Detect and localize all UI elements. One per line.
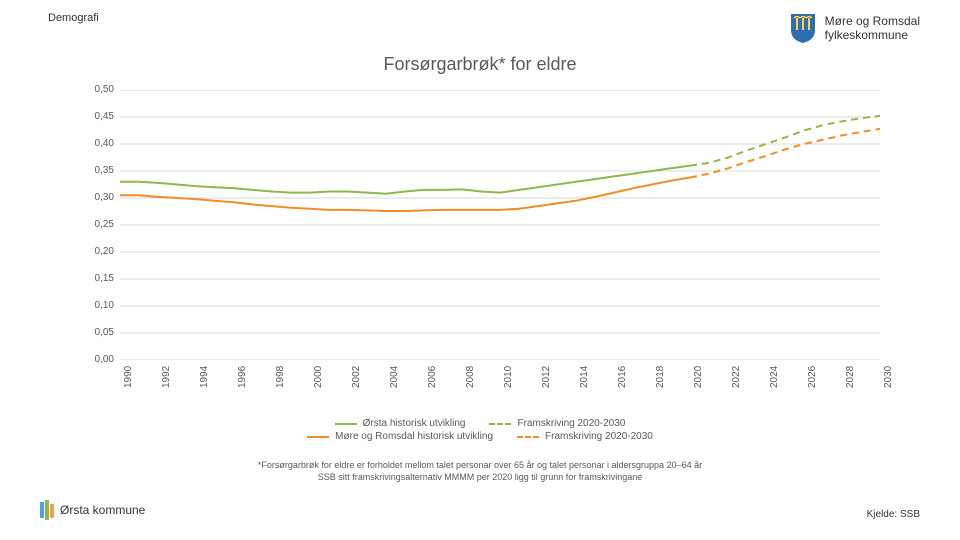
- legend: Ørsta historisk utvikling Framskriving 20…: [0, 416, 960, 444]
- brand-shield-icon: [789, 12, 817, 44]
- x-tick-label: 2018: [655, 366, 666, 388]
- x-tick-label: 2028: [845, 366, 856, 388]
- chart-title: Forsørgarbrøk* for eldre: [0, 54, 960, 75]
- brand-line2: fylkeskommune: [825, 28, 920, 42]
- y-tick-label: 0,50: [80, 84, 114, 95]
- legend-label: Framskriving 2020-2030: [545, 431, 653, 442]
- y-tick-label: 0,15: [80, 273, 114, 284]
- x-tick-label: 2004: [389, 366, 400, 388]
- legend-label: Framskriving 2020-2030: [517, 418, 625, 429]
- series-line-mr_hist: [120, 178, 690, 212]
- x-tick-label: 2010: [503, 366, 514, 388]
- x-tick-label: 1992: [161, 366, 172, 388]
- legend-swatch: [307, 436, 329, 438]
- plot-svg: [120, 90, 880, 360]
- legend-swatch: [517, 436, 539, 438]
- x-tick-label: 2012: [541, 366, 552, 388]
- x-tick-label: 2016: [617, 366, 628, 388]
- series-lines: [120, 116, 880, 211]
- brand-line1: Møre og Romsdal: [825, 14, 920, 28]
- plot-area: [120, 90, 880, 360]
- y-tick-label: 0,00: [80, 354, 114, 365]
- legend-item-orsta_proj: Framskriving 2020-2030: [489, 418, 625, 429]
- y-tick-label: 0,30: [80, 192, 114, 203]
- x-tick-label: 2006: [427, 366, 438, 388]
- x-tick-label: 1994: [199, 366, 210, 388]
- source-label: Kjelde: SSB: [867, 509, 920, 520]
- legend-item-mr_hist: Møre og Romsdal historisk utvikling: [307, 431, 493, 442]
- y-tick-label: 0,05: [80, 327, 114, 338]
- x-tick-label: 2020: [693, 366, 704, 388]
- x-tick-label: 2026: [807, 366, 818, 388]
- x-axis-labels: 1990 1992 1994 1996 1998 2000 2002 2004 2006 2008…: [120, 362, 880, 386]
- series-line-mr_proj: [690, 129, 880, 178]
- series-line-orsta_hist: [120, 166, 690, 194]
- y-tick-label: 0,35: [80, 165, 114, 176]
- legend-label: Ørsta historisk utvikling: [363, 418, 466, 429]
- y-tick-label: 0,20: [80, 246, 114, 257]
- legend-item-orsta_hist: Ørsta historisk utvikling: [335, 418, 466, 429]
- gridlines: [120, 90, 880, 360]
- y-tick-label: 0,25: [80, 219, 114, 230]
- category-label: Demografi: [48, 12, 99, 24]
- x-tick-label: 2024: [769, 366, 780, 388]
- legend-row: Ørsta historisk utvikling Framskriving 20…: [0, 418, 960, 429]
- footnote-line1: *Forsørgarbrøk for eldre er forholdet me…: [0, 460, 960, 472]
- municipality-block: Ørsta kommune: [40, 500, 145, 520]
- slide: Demografi Møre og Romsdal fylkeskommune …: [0, 0, 960, 540]
- brand-block: Møre og Romsdal fylkeskommune: [789, 12, 920, 44]
- x-tick-label: 2000: [313, 366, 324, 388]
- x-tick-label: 2022: [731, 366, 742, 388]
- legend-label: Møre og Romsdal historisk utvikling: [335, 431, 493, 442]
- x-tick-label: 2002: [351, 366, 362, 388]
- x-tick-label: 2030: [883, 366, 894, 388]
- x-tick-label: 2008: [465, 366, 476, 388]
- x-tick-label: 2014: [579, 366, 590, 388]
- legend-swatch: [489, 423, 511, 425]
- x-tick-label: 1990: [123, 366, 134, 388]
- legend-swatch: [335, 423, 357, 425]
- legend-row: Møre og Romsdal historisk utvikling Frams…: [0, 431, 960, 442]
- footnote-line2: SSB sitt framskrivingsalternativ MMMM pe…: [0, 472, 960, 484]
- y-tick-label: 0,40: [80, 138, 114, 149]
- y-tick-label: 0,10: [80, 300, 114, 311]
- y-tick-label: 0,45: [80, 111, 114, 122]
- x-tick-label: 1998: [275, 366, 286, 388]
- brand-text: Møre og Romsdal fylkeskommune: [825, 14, 920, 43]
- municipality-name: Ørsta kommune: [60, 503, 145, 517]
- x-tick-label: 1996: [237, 366, 248, 388]
- chart-area: 0,00 0,05 0,10 0,15 0,20 0,25 0,30 0,35 0,40 0,45…: [80, 90, 880, 390]
- footnote: *Forsørgarbrøk for eldre er forholdet me…: [0, 460, 960, 483]
- legend-item-mr_proj: Framskriving 2020-2030: [517, 431, 653, 442]
- series-line-orsta_proj: [690, 116, 880, 166]
- municipality-icon: [40, 500, 54, 520]
